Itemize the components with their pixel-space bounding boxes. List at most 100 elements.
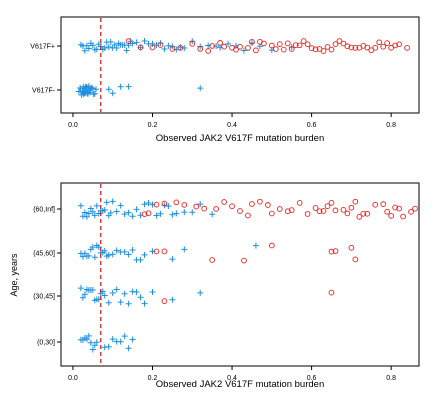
top-data-point-circle xyxy=(209,43,216,49)
bottom-data-point-circle xyxy=(384,208,391,215)
top-data-point-circle xyxy=(384,40,391,46)
bottom-data-point-circle xyxy=(193,203,200,210)
bottom-data-point-plus xyxy=(105,252,112,259)
top-data-point-circle xyxy=(296,42,303,49)
bottom-data-point-circle xyxy=(348,204,355,211)
bottom-data-point-plus xyxy=(109,198,116,205)
top-data-point-circle xyxy=(376,39,383,46)
bottom-y-category-label: (0,30] xyxy=(37,340,55,347)
top-data-point-plus xyxy=(109,90,116,97)
bottom-x-tick-label: 0.4 xyxy=(227,375,237,382)
bottom-data-point-plus xyxy=(101,247,108,254)
bottom-plot-frame xyxy=(60,182,420,367)
bottom-data-point-circle xyxy=(332,248,339,254)
bottom-data-point-plus xyxy=(137,294,144,301)
top-data-point-circle xyxy=(233,46,239,53)
top-y-axis-categories: V617F- V617F+ xyxy=(30,44,61,95)
bottom-data-point-circle xyxy=(268,242,275,249)
top-data-point-circle xyxy=(149,44,156,51)
top-x-tick-label: 0.8 xyxy=(386,122,396,129)
bottom-data-point-plus xyxy=(209,211,216,218)
top-data-point-circle xyxy=(177,45,184,51)
top-x-axis-ticks: 0.0 0.2 0.4 0.6 0.8 xyxy=(68,113,396,129)
top-x-tick-label: 0.2 xyxy=(148,122,158,129)
top-data-point-circle xyxy=(324,44,331,50)
bottom-y-axis-categories: (0,30] (30,45] (45,60] (60,Inf] xyxy=(33,207,61,347)
top-data-point-plus xyxy=(129,40,136,47)
bottom-data-point-circle xyxy=(348,244,355,251)
top-data-point-plus xyxy=(91,90,98,97)
bottom-data-point-circle xyxy=(173,199,180,206)
bottom-data-point-circle xyxy=(161,298,168,304)
bottom-data-point-circle xyxy=(352,256,359,263)
bottom-data-point-circle xyxy=(344,210,351,217)
bottom-data-point-circle xyxy=(332,207,339,214)
top-data-point-circle xyxy=(217,40,223,46)
bottom-data-point-plus xyxy=(101,206,108,213)
top-data-point-plus xyxy=(149,40,156,47)
bottom-x-axis-ticks: 0.0 0.2 0.4 0.6 0.8 xyxy=(68,366,396,382)
bottom-data-point-plus xyxy=(109,336,116,343)
bottom-data-point-circle xyxy=(400,213,406,220)
top-data-point-plus xyxy=(93,86,100,93)
bottom-data-point-plus xyxy=(121,248,128,255)
top-data-point-plus xyxy=(165,42,172,49)
bottom-data-point-circle xyxy=(264,202,271,208)
top-data-point-plus xyxy=(89,42,96,49)
top-x-tick-label: 0.0 xyxy=(68,122,78,129)
top-data-point-circle xyxy=(336,38,343,44)
bottom-data-point-plus xyxy=(117,299,124,306)
top-data-point-plus xyxy=(117,83,124,90)
top-data-point-circle xyxy=(396,41,402,48)
top-data-point-circle xyxy=(137,44,144,51)
top-data-point-circle xyxy=(268,42,275,49)
bottom-data-point-plus xyxy=(103,199,110,206)
top-data-point-plus xyxy=(133,39,140,46)
bottom-data-point-plus xyxy=(145,199,152,206)
bottom-data-point-circle xyxy=(241,257,247,264)
bottom-data-point-plus xyxy=(91,254,98,261)
bottom-data-point-plus xyxy=(197,289,204,296)
bottom-data-point-plus xyxy=(89,208,96,215)
top-data-point-circle xyxy=(221,43,227,50)
bottom-data-point-circle xyxy=(392,204,398,211)
bottom-data-point-plus xyxy=(77,202,84,209)
top-plot-area xyxy=(75,18,410,112)
top-data-point-circle xyxy=(320,48,327,54)
bottom-data-point-plus xyxy=(121,290,128,297)
bottom-data-point-circle xyxy=(145,210,152,217)
bottom-y-category-label: (45,60] xyxy=(33,251,55,258)
top-data-point-circle xyxy=(280,46,287,53)
top-data-point-circle xyxy=(245,45,251,51)
top-data-point-circle xyxy=(328,46,335,53)
bottom-data-point-plus xyxy=(141,251,148,258)
top-data-point-circle xyxy=(205,48,212,54)
bottom-x-tick-label: 0.2 xyxy=(148,375,158,382)
bottom-x-tick-label: 0.6 xyxy=(307,375,317,382)
bottom-data-point-circle xyxy=(181,202,188,208)
bottom-data-point-circle xyxy=(296,199,303,206)
top-data-point-plus xyxy=(141,38,148,45)
bottom-data-point-circle xyxy=(312,205,319,211)
bottom-data-point-plus xyxy=(93,339,100,346)
bottom-data-point-plus xyxy=(117,338,124,345)
bottom-data-point-circle xyxy=(237,208,243,214)
bottom-data-point-circle xyxy=(153,201,160,208)
top-data-point-circle xyxy=(237,43,243,50)
top-data-point-circle xyxy=(332,41,339,47)
top-x-tick-label: 0.6 xyxy=(307,122,317,129)
bottom-data-point-plus xyxy=(125,300,132,307)
bottom-data-point-plus xyxy=(169,211,176,218)
bottom-data-point-plus xyxy=(79,294,86,301)
bottom-data-point-plus xyxy=(129,336,136,343)
bottom-data-point-plus xyxy=(85,252,92,259)
bottom-data-point-circle xyxy=(304,211,311,217)
bottom-data-point-circle xyxy=(213,206,219,212)
top-data-point-plus xyxy=(88,84,95,91)
bottom-data-point-plus xyxy=(169,256,176,263)
bottom-data-point-circle xyxy=(356,214,363,220)
top-data-point-plus xyxy=(87,89,94,96)
bottom-plot-area xyxy=(77,184,418,365)
bottom-data-point-plus xyxy=(157,210,164,217)
bottom-data-point-plus xyxy=(121,211,128,218)
